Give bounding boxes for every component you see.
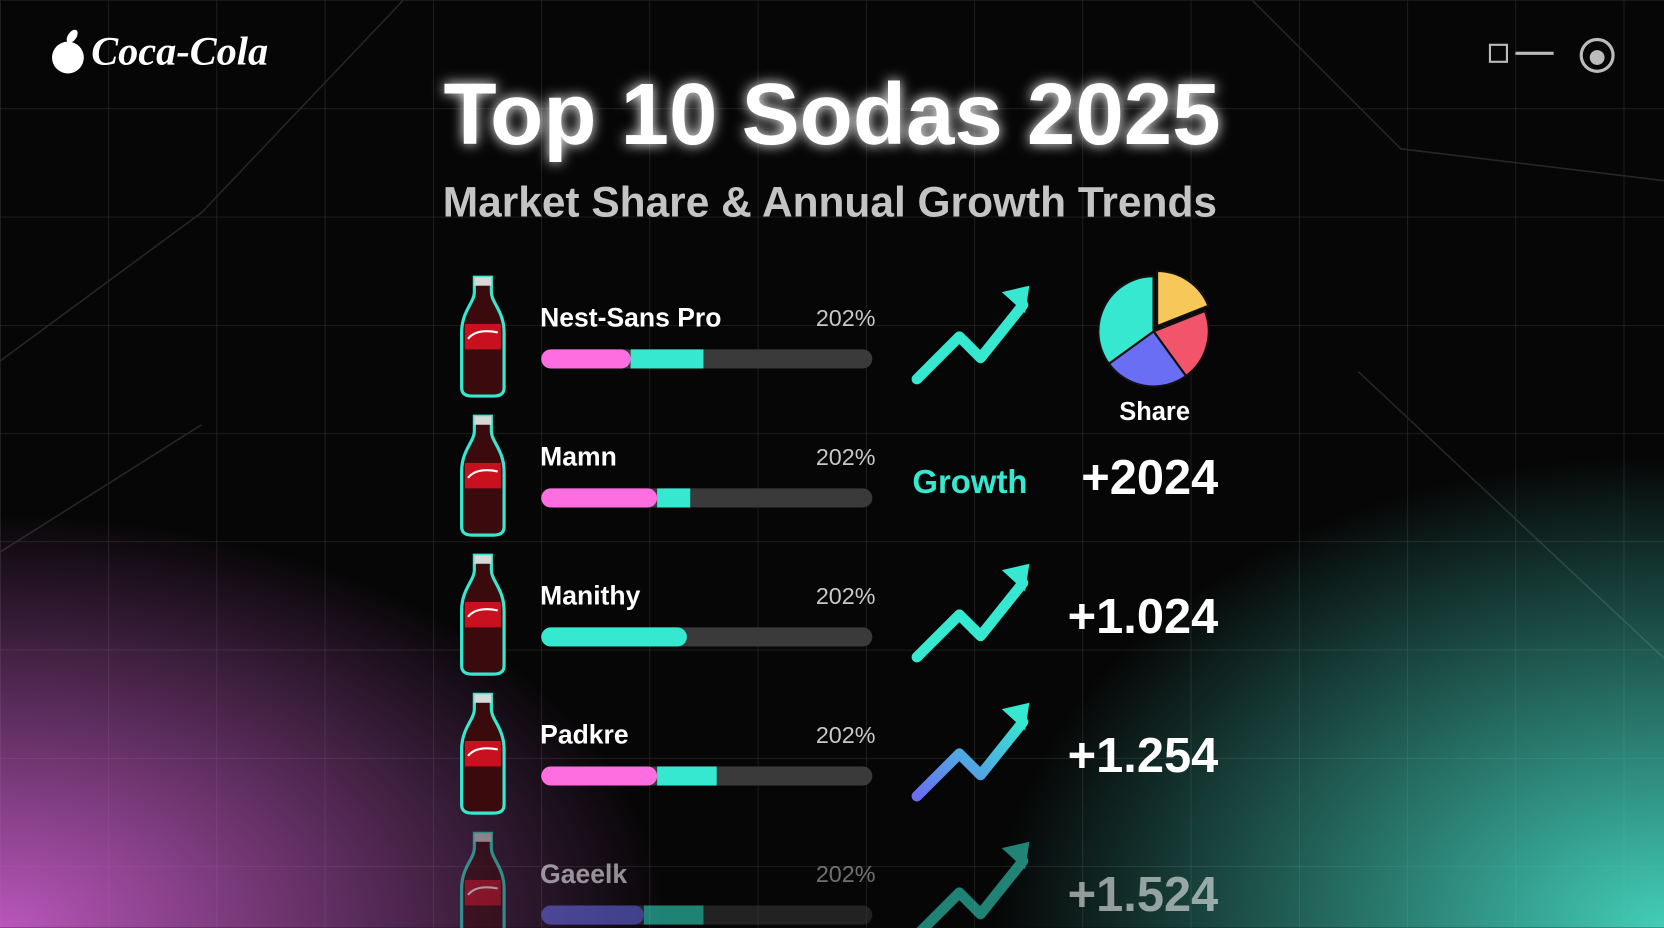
row-name: Mamn bbox=[540, 442, 617, 472]
row-percent: 202% bbox=[816, 583, 876, 609]
bar-segment bbox=[541, 766, 658, 786]
pink-glow bbox=[0, 467, 743, 928]
arrow-head bbox=[1001, 702, 1030, 731]
row: Nest-Sans Pro 202% bbox=[460, 275, 1030, 398]
growth-value: +1.524 bbox=[1068, 868, 1219, 922]
growth-value: +1.254 bbox=[1068, 729, 1219, 783]
bar-segment bbox=[657, 488, 691, 508]
row-percent: 202% bbox=[816, 861, 876, 887]
share-pie bbox=[1097, 269, 1210, 388]
brand: Coca-Cola bbox=[91, 29, 268, 74]
apple-leaf bbox=[66, 29, 78, 43]
growth-label: Growth bbox=[912, 463, 1027, 500]
apple-button[interactable] bbox=[1579, 37, 1615, 73]
arrow-head bbox=[1001, 841, 1030, 870]
bar-segment bbox=[541, 905, 644, 925]
pie-slice bbox=[1097, 275, 1155, 366]
row-name: Gaeelk bbox=[540, 859, 627, 889]
arrow-head bbox=[1001, 285, 1030, 314]
apple-button-icon bbox=[1589, 50, 1605, 65]
bar-segment bbox=[630, 349, 704, 369]
row: Padkre 202% +1.254 bbox=[460, 692, 1219, 815]
row-percent: 202% bbox=[816, 722, 876, 748]
arrow-head bbox=[1001, 563, 1030, 592]
brand-logo: Coca-Cola bbox=[52, 29, 268, 74]
bar-segment bbox=[541, 627, 687, 647]
bar-segment bbox=[657, 766, 717, 786]
row-name: Nest-Sans Pro bbox=[540, 303, 721, 333]
row: Manithy 202% +1.024 bbox=[460, 553, 1219, 676]
subtitle: Market Share & Annual Growth Trends bbox=[443, 178, 1217, 225]
apple-icon bbox=[52, 41, 84, 74]
window-controls bbox=[1488, 37, 1615, 73]
growth-value: +1.024 bbox=[1068, 590, 1219, 644]
growth-value: +2024 bbox=[1081, 451, 1218, 505]
bar-segment bbox=[643, 905, 704, 925]
share-label: Share bbox=[1119, 398, 1190, 426]
row-percent: 202% bbox=[816, 444, 876, 470]
row-percent: 202% bbox=[816, 305, 876, 331]
bar-segment bbox=[541, 349, 631, 369]
row-name: Manithy bbox=[540, 581, 640, 611]
row-name: Padkre bbox=[540, 720, 628, 750]
rows: Nest-Sans Pro 202% Mamn 202% +2024 Manithy 202… bbox=[460, 275, 1219, 928]
row: Mamn 202% +2024 bbox=[460, 414, 1218, 537]
decor-lines bbox=[0, 0, 1664, 659]
title: Top 10 Sodas 2025 bbox=[443, 66, 1220, 163]
row: Gaeelk 202% +1.524 bbox=[460, 831, 1219, 928]
pie-slice bbox=[1107, 329, 1188, 388]
window-icon[interactable] bbox=[1488, 43, 1509, 63]
pie-slice bbox=[1151, 309, 1210, 378]
bar-segment bbox=[541, 488, 658, 508]
pie-slice bbox=[1156, 269, 1210, 328]
teal-glow bbox=[921, 403, 1664, 928]
